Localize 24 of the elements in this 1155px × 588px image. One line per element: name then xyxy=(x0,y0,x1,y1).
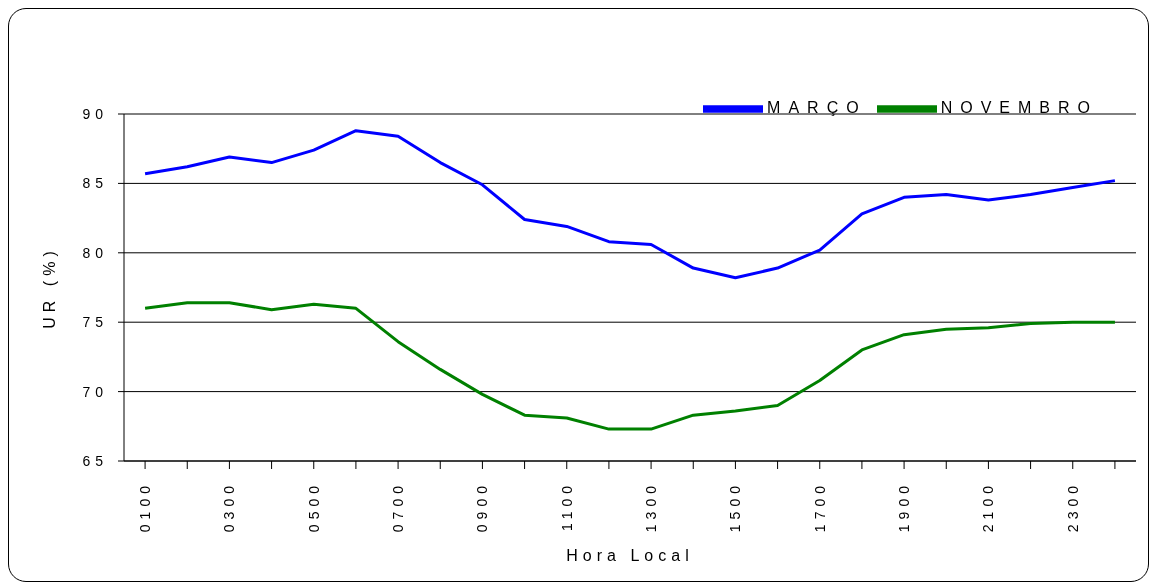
y-tick-label: 90 xyxy=(82,106,108,122)
x-tick-label: 1700 xyxy=(811,481,828,533)
x-tick-label: 1500 xyxy=(727,481,744,533)
x-tick-label: 0100 xyxy=(137,481,154,533)
x-tick-label: 1900 xyxy=(896,481,913,533)
legend-label: MARÇO xyxy=(767,99,867,117)
x-tick-label: 0900 xyxy=(474,481,491,533)
y-tick-label: 70 xyxy=(82,383,108,400)
x-axis-title: Hora Local xyxy=(566,547,694,564)
y-axis-title: UR (%) xyxy=(40,246,58,329)
y-tick-label: 65 xyxy=(82,453,108,469)
legend-label: NOVEMBRO xyxy=(940,99,1098,117)
y-tick-label: 85 xyxy=(82,175,108,192)
line-series xyxy=(143,129,1117,280)
x-tick-label: 1100 xyxy=(558,481,575,532)
y-tick-label: 80 xyxy=(82,244,108,261)
x-tick-label: 0300 xyxy=(221,481,238,533)
x-tick-label: 2100 xyxy=(980,481,997,533)
x-tick-label: 0700 xyxy=(390,481,407,533)
y-tick-label: 75 xyxy=(82,314,108,331)
x-tick-label: 2300 xyxy=(1064,481,1081,533)
x-tick-label: 0500 xyxy=(305,481,322,533)
line-series xyxy=(143,301,1117,431)
x-tick-label: 1300 xyxy=(643,481,660,533)
